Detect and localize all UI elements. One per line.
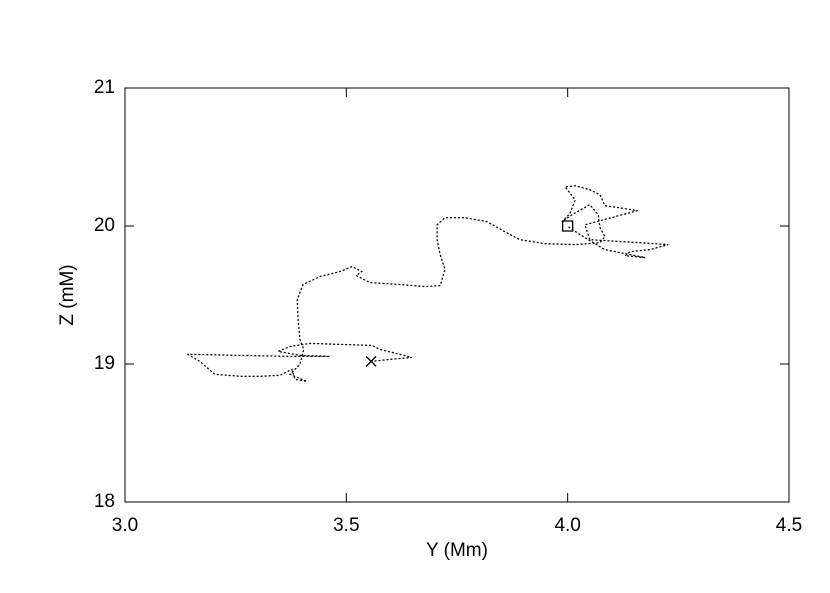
x-tick-label: 3.0 xyxy=(112,515,138,536)
trajectory xyxy=(185,185,669,383)
x-axis-label: Y (Mm) xyxy=(426,540,488,561)
x-tick-label: 4.0 xyxy=(554,515,580,536)
end-marker xyxy=(562,220,574,232)
y-tick-label: 18 xyxy=(94,491,115,512)
y-axis-label: Z (mM) xyxy=(57,264,78,325)
x-tick-label: 4.5 xyxy=(776,515,802,536)
plot-frame xyxy=(124,87,790,503)
start-marker xyxy=(365,355,377,367)
y-tick-label: 21 xyxy=(94,77,115,98)
y-tick-label: 20 xyxy=(94,215,115,236)
x-tick-label: 3.5 xyxy=(333,515,359,536)
y-tick-label: 19 xyxy=(94,353,115,374)
